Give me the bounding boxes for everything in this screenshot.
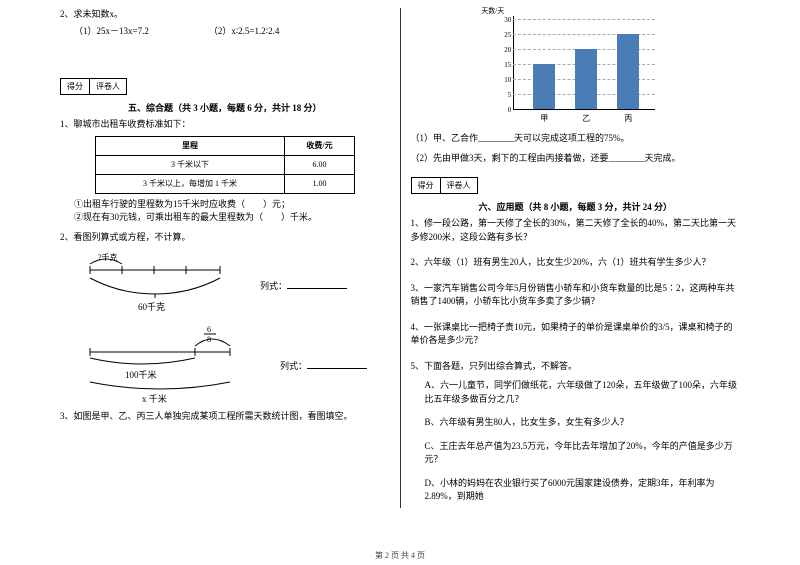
bar-chart: 天数/天 0 5 10 15 20 25 30 甲 乙 丙 <box>485 8 665 128</box>
q1a: ①出租车行驶的里程数为15千米时应收费（ ）元； <box>60 198 390 212</box>
tick-20: 20 <box>497 46 511 54</box>
left-column: 2、求未知数x。 （1）25x－13x=7.2 （2）x∶2.5=1.2∶2.4… <box>50 0 400 565</box>
app-q3: 3、一家汽车销售公司今年5月份销售小轿车和小货车数量的比是5∶2，这两种车共销售… <box>411 282 741 309</box>
q1: 1、聊城市出租车收费标准如下： 里程 收费/元 3 千米以下 6.00 3 千米… <box>60 118 390 225</box>
r1c2: 6.00 <box>285 155 355 174</box>
diagram-1: ?千克 60千克 列式： <box>80 250 390 320</box>
x-axis <box>513 109 655 110</box>
app-q5a: A、六一儿童节，同学们做纸花，六年级做了120朵，五年级做了100朵，六年级比五… <box>411 379 741 406</box>
brace-diagram-2: 6 8 100千米 x 千米 <box>80 326 250 404</box>
section-5-title: 五、综合题（共 3 小题，每题 6 分，共计 18 分） <box>60 101 390 114</box>
grader-label: 评卷人 <box>90 79 126 94</box>
chart-q1: （1）甲、乙合作________天可以完成这项工程的75%。 <box>411 132 741 146</box>
cat-yi: 乙 <box>575 113 597 124</box>
formula-label-2: 列式： <box>280 359 367 372</box>
eq2: （2）x∶2.5=1.2∶2.4 <box>209 25 280 39</box>
svg-text:8: 8 <box>207 335 211 344</box>
cat-jia: 甲 <box>533 113 555 124</box>
th-fee: 收费/元 <box>285 136 355 155</box>
app-q1: 1、修一段公路，第一天修了全长的30%，第二天修了全长的40%，第二天比第一天多… <box>411 217 741 244</box>
q2b-title: 2、看图列算式或方程，不计算。 <box>60 231 390 245</box>
tick-0: 0 <box>497 106 511 114</box>
q-title: 2、求未知数x。 <box>60 8 390 22</box>
app-q2: 2、六年级（1）班有男生20人，比女生少20%，六（1）班共有学生多少人？ <box>411 256 741 270</box>
score-label: 得分 <box>61 79 90 94</box>
fee-table: 里程 收费/元 3 千米以下 6.00 3 千米以上，每增加 1 千米 1.00 <box>95 136 355 194</box>
r2c2: 1.00 <box>285 174 355 193</box>
brace-diagram-1: ?千克 60千克 <box>80 250 230 320</box>
formula-label-1: 列式： <box>260 279 347 292</box>
blank-2 <box>307 360 367 369</box>
bar-bing <box>617 34 639 109</box>
blank-1 <box>287 280 347 289</box>
tick-30: 30 <box>497 16 511 24</box>
app-q5b: B、六年级有男生80人，比女生多，女生有多少人？ <box>411 416 741 430</box>
right-column: 天数/天 0 5 10 15 20 25 30 甲 乙 丙 （1）甲、乙合作_ <box>401 0 751 565</box>
eq1: （1）25x－13x=7.2 <box>74 25 149 39</box>
tick-15: 15 <box>497 61 511 69</box>
y-axis <box>513 16 514 110</box>
th-distance: 里程 <box>95 136 285 155</box>
q1b: ②现在有30元钱，可乘出租车的最大里程数为（ ）千米。 <box>60 211 390 225</box>
y-axis-label: 天数/天 <box>481 6 504 16</box>
r2c1: 3 千米以上，每增加 1 千米 <box>95 174 285 193</box>
bar-yi <box>575 49 597 109</box>
score-label-2: 得分 <box>412 178 441 193</box>
svg-text:6: 6 <box>207 326 211 334</box>
app-q5d: D、小林的妈妈在农业银行买了6000元国家建设债券，定期3年，年利率为2.89%… <box>411 477 741 504</box>
r1c1: 3 千米以下 <box>95 155 285 174</box>
tick-25: 25 <box>497 31 511 39</box>
grader-label-2: 评卷人 <box>441 178 477 193</box>
svg-text:60千克: 60千克 <box>138 302 165 312</box>
app-q5: 5、下面各题，只列出综合算式，不解答。 <box>411 360 741 374</box>
score-box: 得分 评卷人 <box>60 78 127 95</box>
section-6-title: 六、应用题（共 8 小题，每题 3 分，共计 24 分） <box>411 200 741 213</box>
tick-5: 5 <box>497 91 511 99</box>
diagram-2: 6 8 100千米 x 千米 列式： <box>80 326 390 404</box>
chart-q2: （2）先由甲做3天，剩下的工程由丙接着做，还要________天完成。 <box>411 152 741 166</box>
app-q5c: C、王庄去年总产值为23.5万元，今年比去年增加了20%，今年的产值是多少万元？ <box>411 440 741 467</box>
bar-jia <box>533 64 555 109</box>
q1-intro: 1、聊城市出租车收费标准如下： <box>60 118 390 132</box>
svg-text:x 千米: x 千米 <box>142 393 167 404</box>
page-footer: 第 2 页 共 4 页 <box>0 550 800 561</box>
q-unknowns: 2、求未知数x。 （1）25x－13x=7.2 （2）x∶2.5=1.2∶2.4 <box>60 8 390 38</box>
q3: 3、如图是甲、乙、丙三人单独完成某项工程所需天数统计图，看图填空。 <box>60 410 390 424</box>
tick-10: 10 <box>497 76 511 84</box>
score-box-2: 得分 评卷人 <box>411 177 478 194</box>
cat-bing: 丙 <box>617 113 639 124</box>
svg-text:100千米: 100千米 <box>125 369 157 380</box>
app-q4: 4、一张课桌比一把椅子贵10元，如果椅子的单价是课桌单价的3/5，课桌和椅子的单… <box>411 321 741 348</box>
